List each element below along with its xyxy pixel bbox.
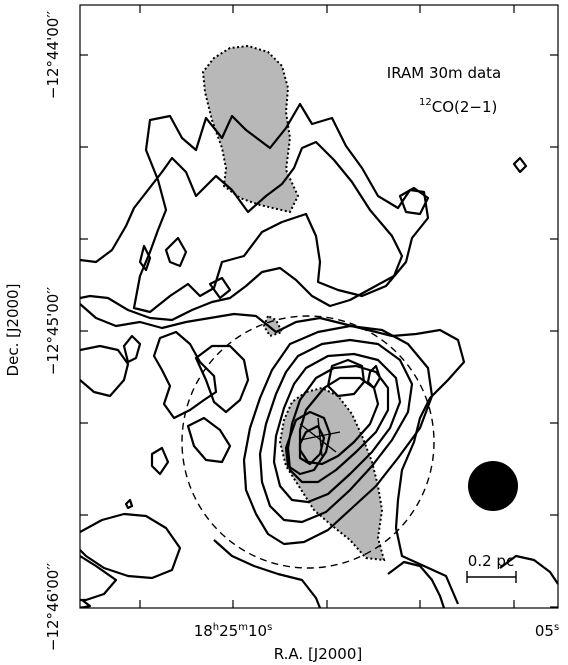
scale-bar: 0.2 pc [467,552,516,583]
y-axis-label: Dec. [J2000] [4,284,22,377]
xtick-label-1825-10: 18h25m10s [194,622,273,640]
xtick-hours: 18 [194,622,213,640]
xtick-s-unit: s [267,622,272,633]
annotation: IRAM 30m data 12CO(2−1) [387,64,501,116]
beam-circle [468,461,518,511]
xtick-m-unit: m [238,622,248,633]
xtick-seconds: 10 [248,622,267,640]
scalebar-label: 0.2 pc [468,552,514,570]
x-axis-label: R.A. [J2000] [274,645,363,663]
shaded-region-north [203,46,298,212]
xtick-minutes: 25 [219,622,238,640]
xtick-label-05: 05s [535,622,559,640]
annotation-isotope: 12 [419,97,432,108]
ytick-label-4600: −12°46'00′′ [44,562,62,651]
annotation-line2: 12CO(2−1) [419,97,497,116]
annotation-molecule: CO(2−1) [432,98,498,116]
annotation-line1: IRAM 30m data [387,64,501,82]
plot-frame [80,5,558,608]
ytick-label-4500: −12°45'00′′ [44,286,62,375]
ytick-label-4400: −12°44'00′′ [44,10,62,99]
map-contents [80,46,558,608]
contours [80,104,558,608]
xtick-05-unit: s [554,622,559,633]
xtick-05-value: 05 [535,622,554,640]
